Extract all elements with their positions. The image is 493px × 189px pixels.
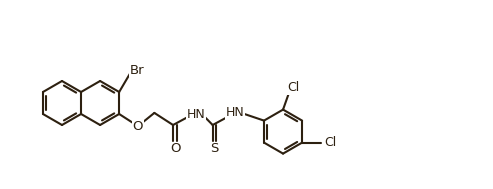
Text: Br: Br xyxy=(130,64,144,77)
Text: HN: HN xyxy=(226,106,245,119)
Text: HN: HN xyxy=(186,108,205,121)
Text: Cl: Cl xyxy=(287,81,300,94)
Text: S: S xyxy=(211,142,219,155)
Text: O: O xyxy=(170,142,180,155)
Text: Cl: Cl xyxy=(324,136,336,149)
Text: O: O xyxy=(133,119,143,132)
